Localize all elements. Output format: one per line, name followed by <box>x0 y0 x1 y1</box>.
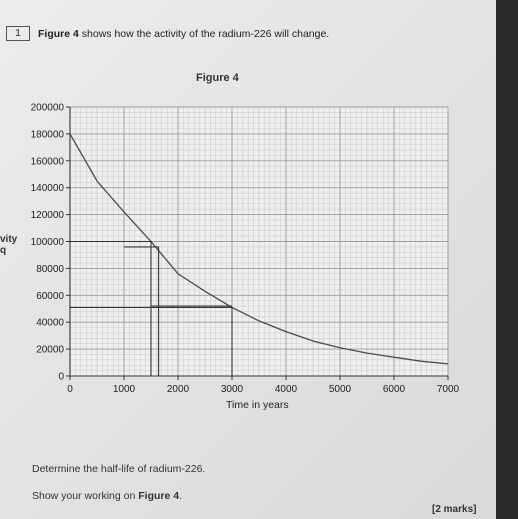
working-line <box>70 306 233 376</box>
figure-title: Figure 4 <box>196 72 239 84</box>
x-tick-label: 4000 <box>275 384 298 395</box>
working-line <box>70 240 152 376</box>
y-tick-label: 0 <box>58 372 64 383</box>
exam-paper: 1 Figure 4 shows how the activity of the… <box>0 0 496 519</box>
y-axis-label-line2: q <box>0 245 7 256</box>
instruction-working-figure: Figure 4 <box>138 490 180 502</box>
question-figure-ref: Figure 4 <box>38 28 79 40</box>
x-tick-label: 7000 <box>437 384 460 395</box>
y-tick-label: 40000 <box>36 318 64 329</box>
x-axis-label: Time in years <box>226 399 289 411</box>
y-tick-label: 140000 <box>31 183 65 194</box>
y-tick-label: 80000 <box>36 264 64 275</box>
x-tick-label: 0 <box>67 384 73 395</box>
question-number-box: 1 <box>6 26 30 41</box>
y-tick-label: 100000 <box>31 237 65 248</box>
y-axis-label-line1: vity <box>0 234 18 245</box>
y-tick-label: 120000 <box>31 210 65 221</box>
x-tick-label: 1000 <box>113 384 136 395</box>
instruction-working: Show your working on Figure 4. <box>32 490 182 502</box>
y-tick-label: 20000 <box>36 345 64 356</box>
question-text-rest: shows how the activity of the radium-226… <box>78 28 330 40</box>
x-tick-label: 6000 <box>383 384 406 395</box>
x-tick-label: 5000 <box>329 384 352 395</box>
y-tick-label: 200000 <box>31 103 65 114</box>
y-axis-label: vity q <box>0 234 17 256</box>
x-tick-label: 2000 <box>167 384 190 395</box>
y-tick-label: 160000 <box>31 156 65 167</box>
working-line <box>124 246 160 376</box>
x-tick-label: 3000 <box>221 384 244 395</box>
decay-curve <box>69 133 449 365</box>
instruction-working-suffix: . <box>179 490 182 502</box>
question-text: Figure 4 shows how the activity of the r… <box>38 28 329 40</box>
marks-label: [2 marks] <box>432 504 477 515</box>
y-tick-label: 60000 <box>36 291 64 302</box>
decay-chart: 0200004000060000800001000001200001400001… <box>31 103 460 395</box>
instruction-half-life: Determine the half-life of radium-226. <box>32 463 206 475</box>
y-tick-label: 180000 <box>31 129 65 140</box>
instruction-working-prefix: Show your working on <box>32 490 139 502</box>
